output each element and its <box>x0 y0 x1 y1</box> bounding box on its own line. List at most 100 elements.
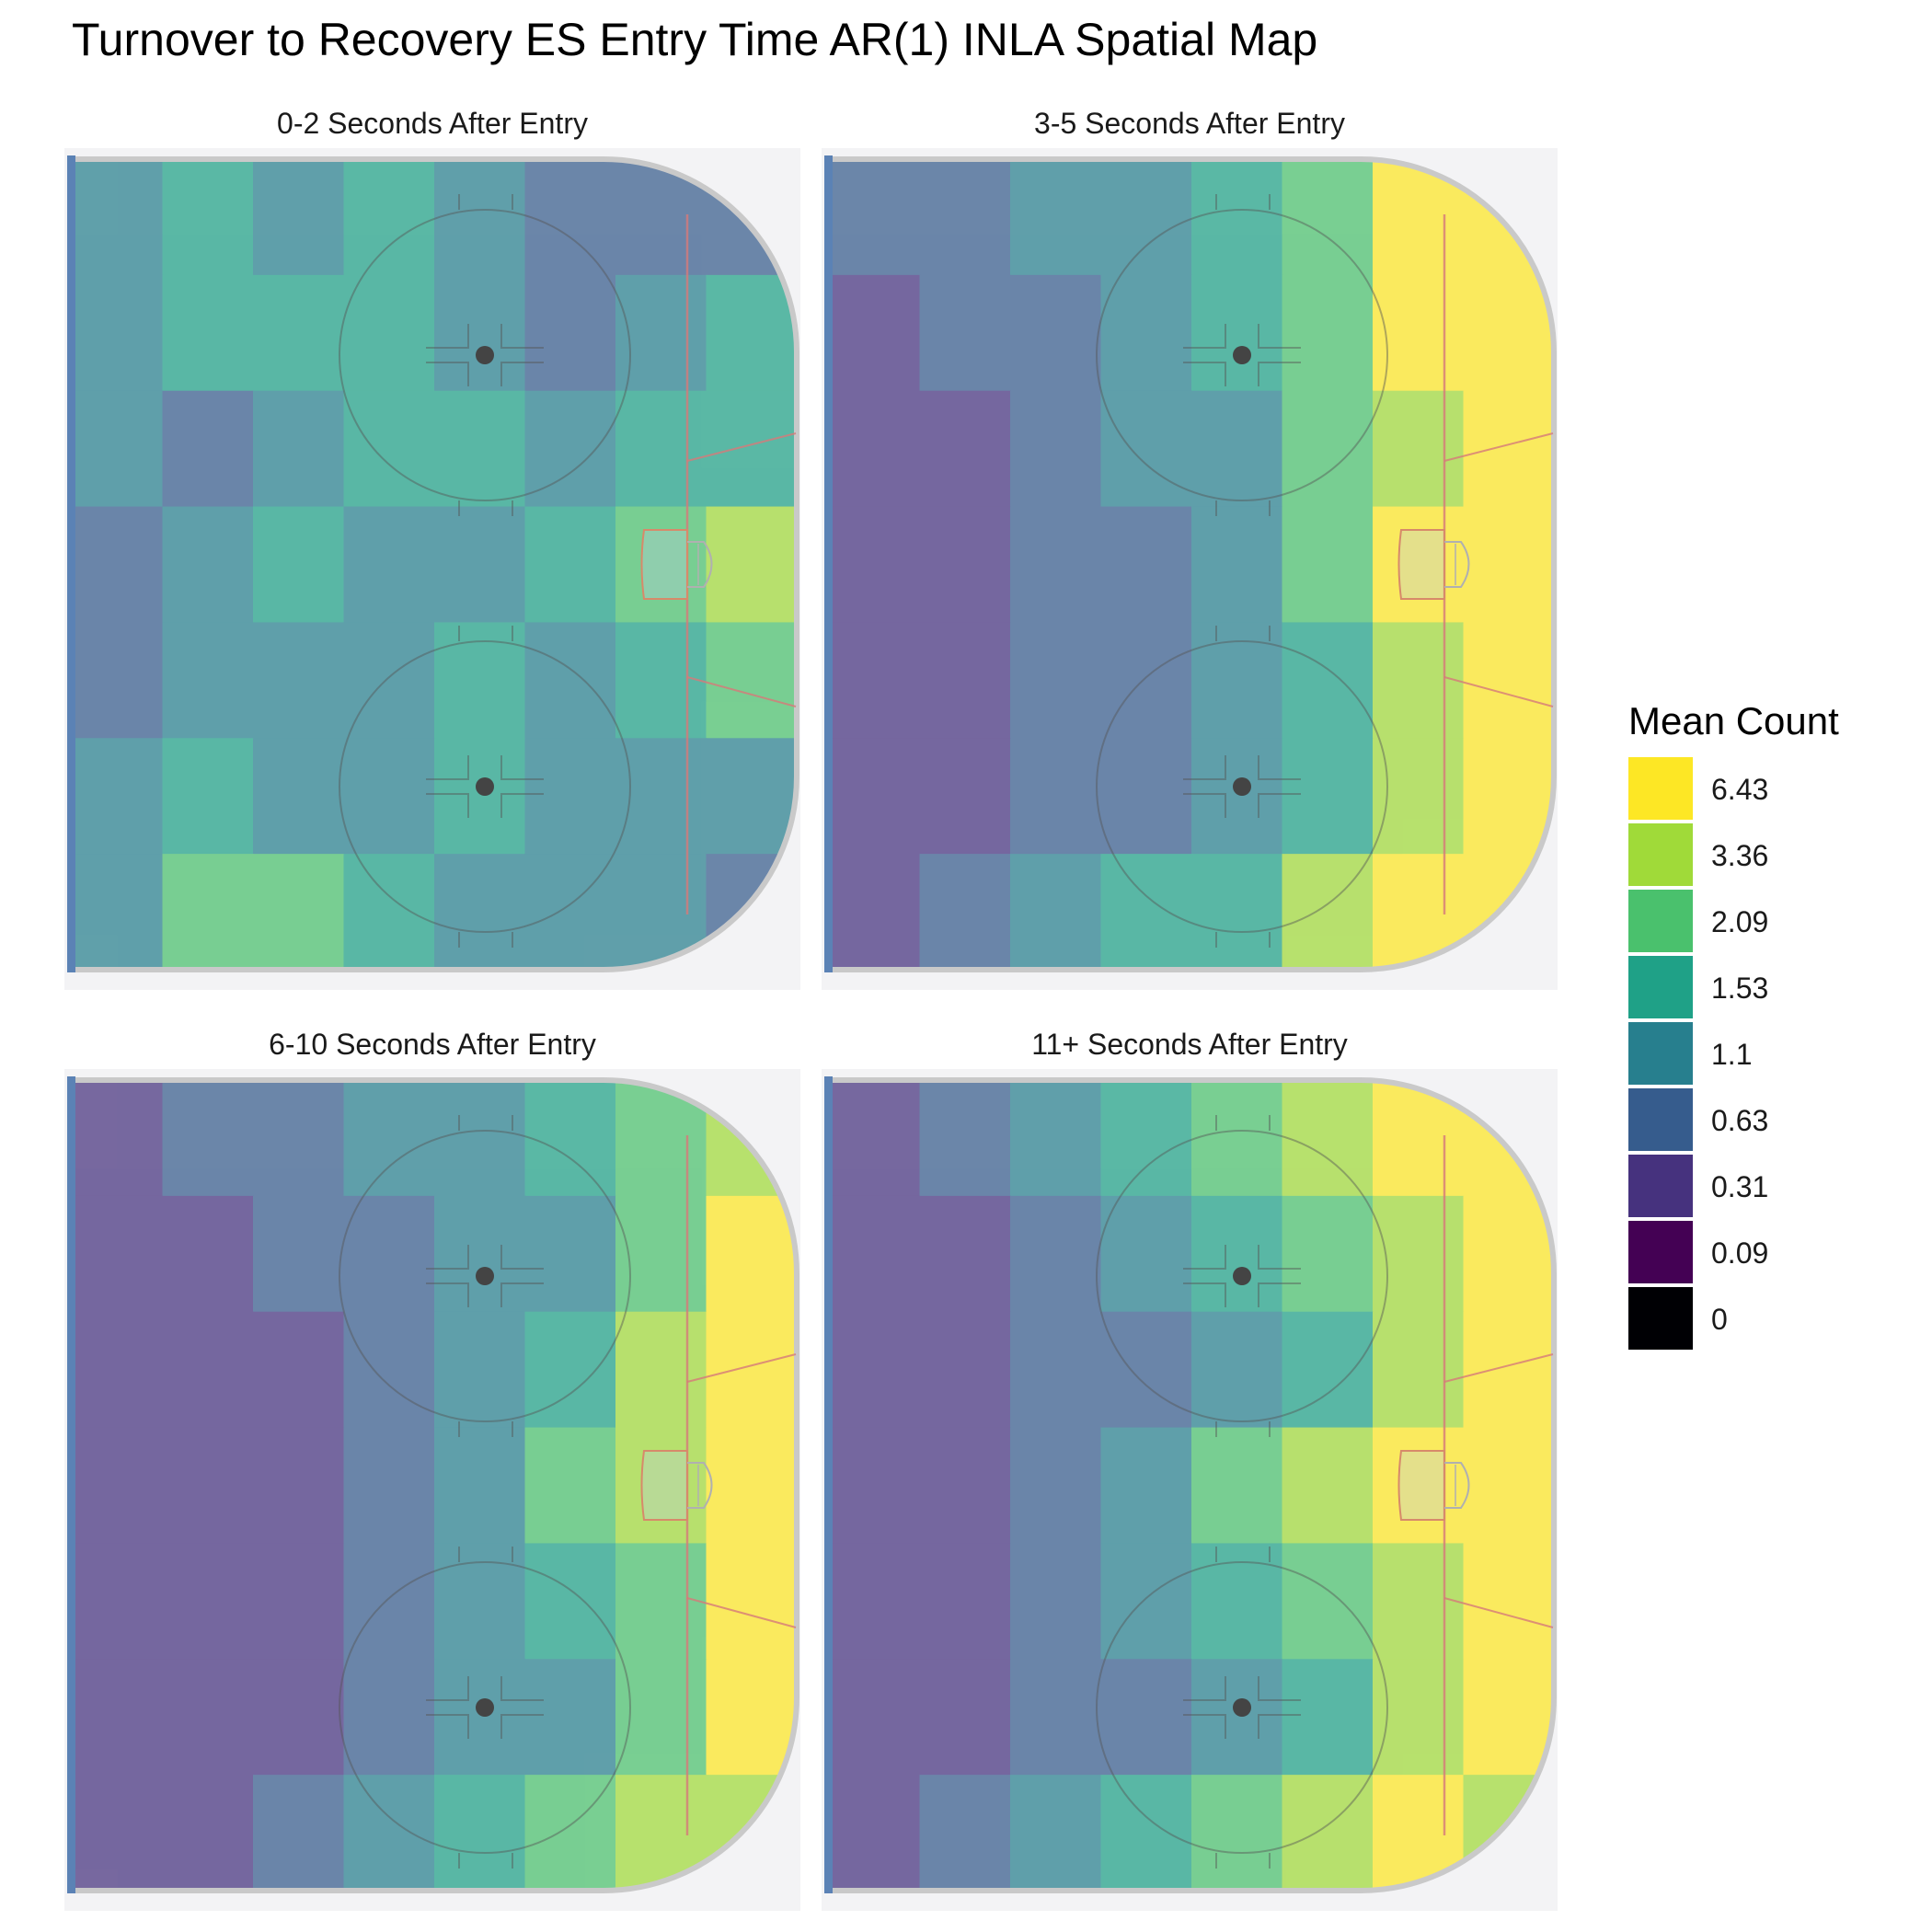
heatmap-cell <box>1373 1195 1465 1313</box>
legend-label: 0.31 <box>1711 1169 1769 1203</box>
heatmap-cell <box>343 506 435 624</box>
heatmap-cell <box>1373 1659 1465 1776</box>
heatmap-cell <box>1191 738 1283 855</box>
heatmap-cell <box>343 1775 435 1891</box>
heatmap-cell <box>1010 159 1102 276</box>
heatmap-cell <box>343 1311 435 1429</box>
blue-line <box>824 1076 833 1893</box>
legend-label: 1.1 <box>1711 1037 1753 1071</box>
heatmap-cell <box>829 1543 921 1661</box>
heatmap-cell <box>615 738 707 855</box>
heatmap-cell <box>1282 159 1374 276</box>
heatmap-cell <box>1191 506 1283 624</box>
heatmap-cell <box>1100 274 1192 392</box>
heatmap-cell <box>1191 1543 1283 1661</box>
heatmap-cell <box>434 622 526 740</box>
heatmap-cell <box>919 738 1011 855</box>
heatmap-cell <box>162 506 254 624</box>
heatmap-cell <box>434 1775 526 1891</box>
heatmap-cell <box>1100 1195 1192 1313</box>
spatial-panel-0-2 <box>64 148 800 990</box>
heatmap-cell <box>1100 738 1192 855</box>
heatmap-cell <box>72 854 164 970</box>
heatmap-cell <box>162 738 254 855</box>
trapezoid-line-bottom <box>1443 676 1554 707</box>
faceoff-marking <box>1183 1676 1226 1701</box>
trapezoid-line-top <box>1443 1353 1554 1383</box>
faceoff-marking <box>1258 1282 1301 1307</box>
heatmap-cell <box>524 1775 616 1891</box>
heatmap-cell <box>919 390 1011 508</box>
heatmap-cell <box>1282 1195 1374 1313</box>
legend-title: Mean Count <box>1628 699 1839 742</box>
faceoff-marking <box>1183 755 1226 780</box>
heatmap-cells <box>72 159 797 970</box>
heatmap-cell <box>1100 622 1192 740</box>
heatmap-cell <box>162 854 254 970</box>
faceoff-dot <box>476 1267 494 1285</box>
heatmap-cell <box>524 738 616 855</box>
legend-label: 0.09 <box>1711 1236 1769 1270</box>
heatmap-cell <box>829 1427 921 1545</box>
heatmap-cells <box>829 1080 1554 1891</box>
heatmap-cell <box>343 1427 435 1545</box>
heatmap-cell <box>1191 390 1283 508</box>
heatmap-cell <box>1373 274 1465 392</box>
spatial-panel-6-10 <box>64 1069 800 1911</box>
trapezoid-line-bottom <box>1443 1597 1554 1628</box>
heatmap-cell <box>253 1659 345 1776</box>
heatmap-cell <box>72 506 164 624</box>
heatmap-cell <box>1282 1659 1374 1776</box>
heatmap-cell <box>524 1543 616 1661</box>
faceoff-marking <box>500 1676 544 1701</box>
legend-swatch <box>1628 1088 1693 1153</box>
faceoff-circle-group <box>339 1115 631 1437</box>
heatmap-cell <box>1463 1427 1554 1545</box>
heatmap-cell <box>162 274 254 392</box>
legend-swatch <box>1628 1155 1693 1219</box>
heatmap-cell <box>615 1311 707 1429</box>
heatmap-cell <box>1010 854 1102 970</box>
faceoff-marking <box>1258 755 1301 780</box>
legend-swatch <box>1628 757 1693 822</box>
heatmap-cell <box>706 506 797 624</box>
heatmap-cell <box>706 1659 797 1776</box>
faceoff-dot <box>1233 777 1251 796</box>
heatmap-cell <box>615 622 707 740</box>
heatmap-cell <box>343 1080 435 1197</box>
legend-swatch <box>1628 956 1693 1020</box>
heatmap-cell <box>1100 159 1192 276</box>
heatmap-cell <box>1010 1659 1102 1776</box>
faceoff-circle <box>1096 1130 1388 1422</box>
faceoff-marking <box>500 1282 544 1307</box>
rink-boards <box>69 156 799 972</box>
rink-boards <box>826 1077 1557 1893</box>
heatmap-cell <box>829 390 921 508</box>
heatmap-cell <box>1191 1195 1283 1313</box>
heatmap-cell <box>72 390 164 508</box>
heatmap-cell <box>706 390 797 508</box>
heatmap-cell <box>1373 738 1465 855</box>
heatmap-cell <box>1463 622 1554 740</box>
heatmap-cell <box>1282 1775 1374 1891</box>
heatmap-cell <box>1010 738 1102 855</box>
goal-net <box>1444 541 1470 588</box>
faceoff-marking <box>1183 324 1226 349</box>
legend-item: 0 <box>1628 1286 1839 1352</box>
heatmap-cell <box>919 622 1011 740</box>
blue-line <box>67 1076 75 1893</box>
legend-swatch <box>1628 1221 1693 1285</box>
heatmap-cell <box>1282 622 1374 740</box>
heatmap-cell <box>1463 1195 1554 1313</box>
faceoff-marking <box>500 793 544 818</box>
rink-boards <box>69 1077 799 1893</box>
heatmap-cell <box>1100 506 1192 624</box>
heatmap-cell <box>72 1659 164 1776</box>
faceoff-circle <box>339 209 631 501</box>
heatmap-cell <box>162 1543 254 1661</box>
heatmap-cell <box>434 1427 526 1545</box>
heatmap-cell <box>72 1543 164 1661</box>
heatmap-cell <box>72 1195 164 1313</box>
heatmap-cell <box>829 1311 921 1429</box>
trapezoid-line-bottom <box>686 1597 797 1628</box>
